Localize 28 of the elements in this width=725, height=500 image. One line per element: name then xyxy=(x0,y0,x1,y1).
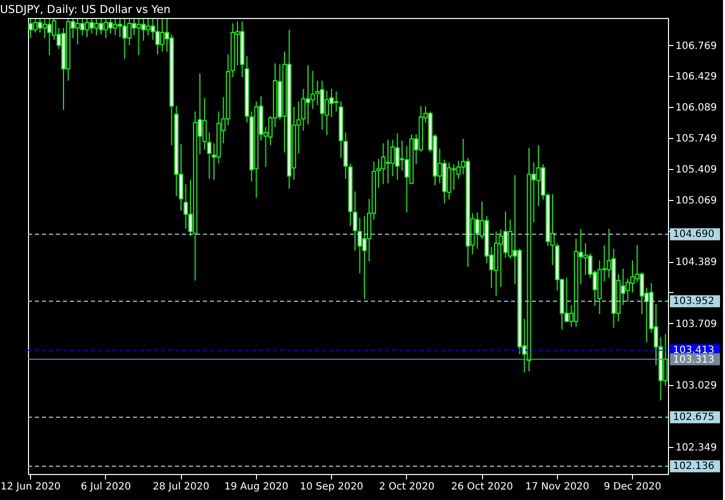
x-tick-label: 19 Aug 2020 xyxy=(224,482,288,492)
candlestick xyxy=(207,132,212,180)
y-tick-label: 106.769 xyxy=(676,40,717,52)
y-tick-label: 105.409 xyxy=(676,164,717,176)
y-tick-label: 106.429 xyxy=(676,72,717,83)
chart-title: USDJPY, Daily: US Dollar vs Yen xyxy=(0,3,170,16)
x-tick-label: 26 Oct 2020 xyxy=(451,482,513,492)
ref-line-label: 103.952 xyxy=(673,296,714,308)
x-tick-label: 10 Sep 2020 xyxy=(300,482,364,492)
y-tick-label: 105.749 xyxy=(676,133,717,144)
y-tick-label: 106.089 xyxy=(676,102,717,114)
ref-line-label: 103.413 xyxy=(673,345,714,356)
x-tick-label: 12 Jun 2020 xyxy=(0,482,61,492)
x-tick-label: 2 Oct 2020 xyxy=(379,482,435,492)
y-tick-label: 103.029 xyxy=(676,380,717,392)
x-tick-label: 28 Jul 2020 xyxy=(152,482,210,492)
x-tick-label: 6 Jul 2020 xyxy=(80,482,131,492)
y-tick-label: 105.069 xyxy=(676,195,717,206)
ref-line-label: 102.136 xyxy=(673,461,714,472)
ref-line-label: 102.675 xyxy=(673,412,714,424)
x-tick-label: 17 Nov 2020 xyxy=(525,482,590,492)
candlestick xyxy=(352,191,358,252)
y-tick-label: 103.709 xyxy=(676,318,717,330)
ref-line-label: 103.313 xyxy=(673,354,714,366)
y-tick-label: 104.389 xyxy=(676,257,717,268)
ref-line-label: 104.690 xyxy=(673,229,714,240)
x-tick-label: 9 Dec 2020 xyxy=(604,482,662,492)
y-tick-label: 102.349 xyxy=(676,442,717,454)
